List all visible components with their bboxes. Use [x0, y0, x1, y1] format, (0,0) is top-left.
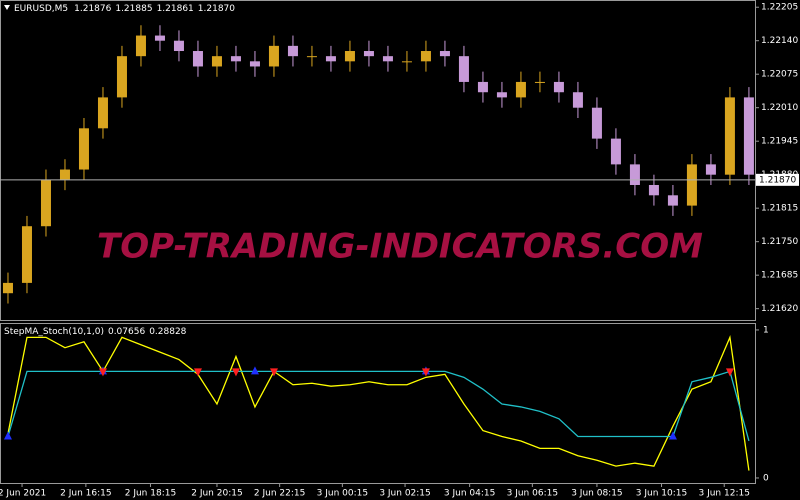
buy-arrow: [668, 431, 677, 440]
indicator-name: StepMA_Stoch(10,1,0): [4, 327, 104, 337]
y-tick-label: 1.21685: [761, 271, 798, 281]
indicator-pane-border: [0, 323, 756, 484]
candle-body: [154, 35, 165, 41]
candle-body: [97, 97, 108, 129]
candle-body: [724, 97, 735, 175]
candle-body: [648, 184, 659, 196]
buy-arrow: [250, 366, 259, 375]
x-tick-label: 3 Jun 06:15: [507, 489, 558, 499]
x-tick-label: 3 Jun 10:15: [636, 489, 687, 499]
candle-body: [420, 51, 431, 62]
candle-body: [2, 282, 13, 294]
candle-body: [743, 97, 754, 175]
y-tick-label: 1.21945: [761, 137, 798, 147]
candle-body: [173, 40, 184, 52]
symbol: EURUSD,M5: [14, 4, 68, 14]
candle-body: [686, 164, 697, 206]
sell-arrow: [193, 368, 202, 377]
x-tick-label: 2 Jun 22:15: [254, 489, 305, 499]
sell-arrow: [269, 368, 278, 377]
x-tick-label: 3 Jun 12:15: [698, 489, 749, 499]
candle-body: [116, 56, 127, 98]
candle-body: [591, 107, 602, 139]
candle-body: [667, 195, 678, 206]
candle-body: [572, 92, 583, 108]
x-tick-label: 2 Jun 18:15: [125, 489, 176, 499]
y-tick-label: 1.21750: [761, 237, 798, 247]
x-tick-label: 3 Jun 00:15: [317, 489, 368, 499]
candle-body: [230, 56, 241, 62]
candle-body: [268, 45, 279, 67]
candle-body: [515, 81, 526, 98]
candle-body: [325, 56, 336, 62]
candle-body: [439, 51, 450, 57]
sell-arrow: [725, 368, 734, 377]
buy-arrow: [3, 431, 12, 440]
current-price-box: [756, 173, 799, 186]
candle-body: [629, 164, 640, 185]
x-tick-label: 2 Jun 16:15: [60, 489, 111, 499]
candle-body: [401, 61, 412, 63]
x-tick-label: 2 Jun 20:15: [191, 489, 242, 499]
indicator-value: 0.07656: [108, 327, 145, 337]
x-tick-label: 3 Jun 08:15: [571, 489, 622, 499]
ohlc-value: 1.21876: [74, 4, 111, 14]
candle-body: [287, 45, 298, 57]
y-tick-label: 1: [763, 325, 769, 335]
candle-body: [40, 179, 51, 227]
x-tick-label: 2 Jun 2021: [0, 489, 46, 499]
ohlc-value: 1.21861: [157, 4, 194, 14]
indicator-value: 0.28828: [149, 327, 186, 337]
indicator-line: [7, 334, 750, 471]
candle-body: [610, 138, 621, 165]
candle-body: [78, 128, 89, 170]
candle-body: [344, 51, 355, 62]
y-tick-label: 1.21815: [761, 204, 798, 214]
price-header: EURUSD,M5 1.21876 1.21885 1.21861 1.21870: [14, 4, 235, 14]
price-pane-border: [0, 0, 756, 321]
ohlc-value: 1.21885: [115, 4, 152, 14]
candle-body: [382, 56, 393, 62]
candle-body: [705, 164, 716, 175]
y-tick-label: 0: [763, 473, 769, 483]
candle-body: [363, 51, 374, 57]
candle-body: [306, 56, 317, 58]
sell-arrow: [231, 368, 240, 377]
x-tick-label: 3 Jun 04:15: [444, 489, 495, 499]
candle-body: [21, 226, 32, 283]
y-tick-label: 1.22205: [761, 3, 798, 13]
indicator-line: [7, 370, 750, 442]
candle-body: [192, 51, 203, 67]
y-tick-label: 1.21620: [761, 304, 798, 314]
candle-body: [477, 81, 488, 93]
indicator-header: StepMA_Stoch(10,1,0) 0.07656 0.28828: [4, 327, 187, 337]
candle-body: [458, 56, 469, 82]
y-tick-label: 1.22010: [761, 103, 798, 113]
y-tick-label: 1.22075: [761, 70, 798, 80]
candle-body: [553, 81, 564, 93]
sell-arrow: [421, 368, 430, 377]
y-tick-label: 1.22140: [761, 36, 798, 46]
x-tick-label: 3 Jun 02:15: [379, 489, 430, 499]
current-price-label: 1.21870: [759, 175, 796, 185]
candle-body: [211, 56, 222, 67]
candle-body: [496, 92, 507, 98]
candle-body: [135, 35, 146, 57]
candle-body: [249, 61, 260, 67]
ohlc-value: 1.21870: [198, 4, 235, 14]
symbol-icon: [4, 5, 10, 10]
candle-body: [59, 169, 70, 180]
sell-arrow: [98, 368, 107, 377]
candle-body: [534, 81, 545, 83]
watermark: TOP-TRADING-INDICATORS.COM: [97, 227, 703, 267]
